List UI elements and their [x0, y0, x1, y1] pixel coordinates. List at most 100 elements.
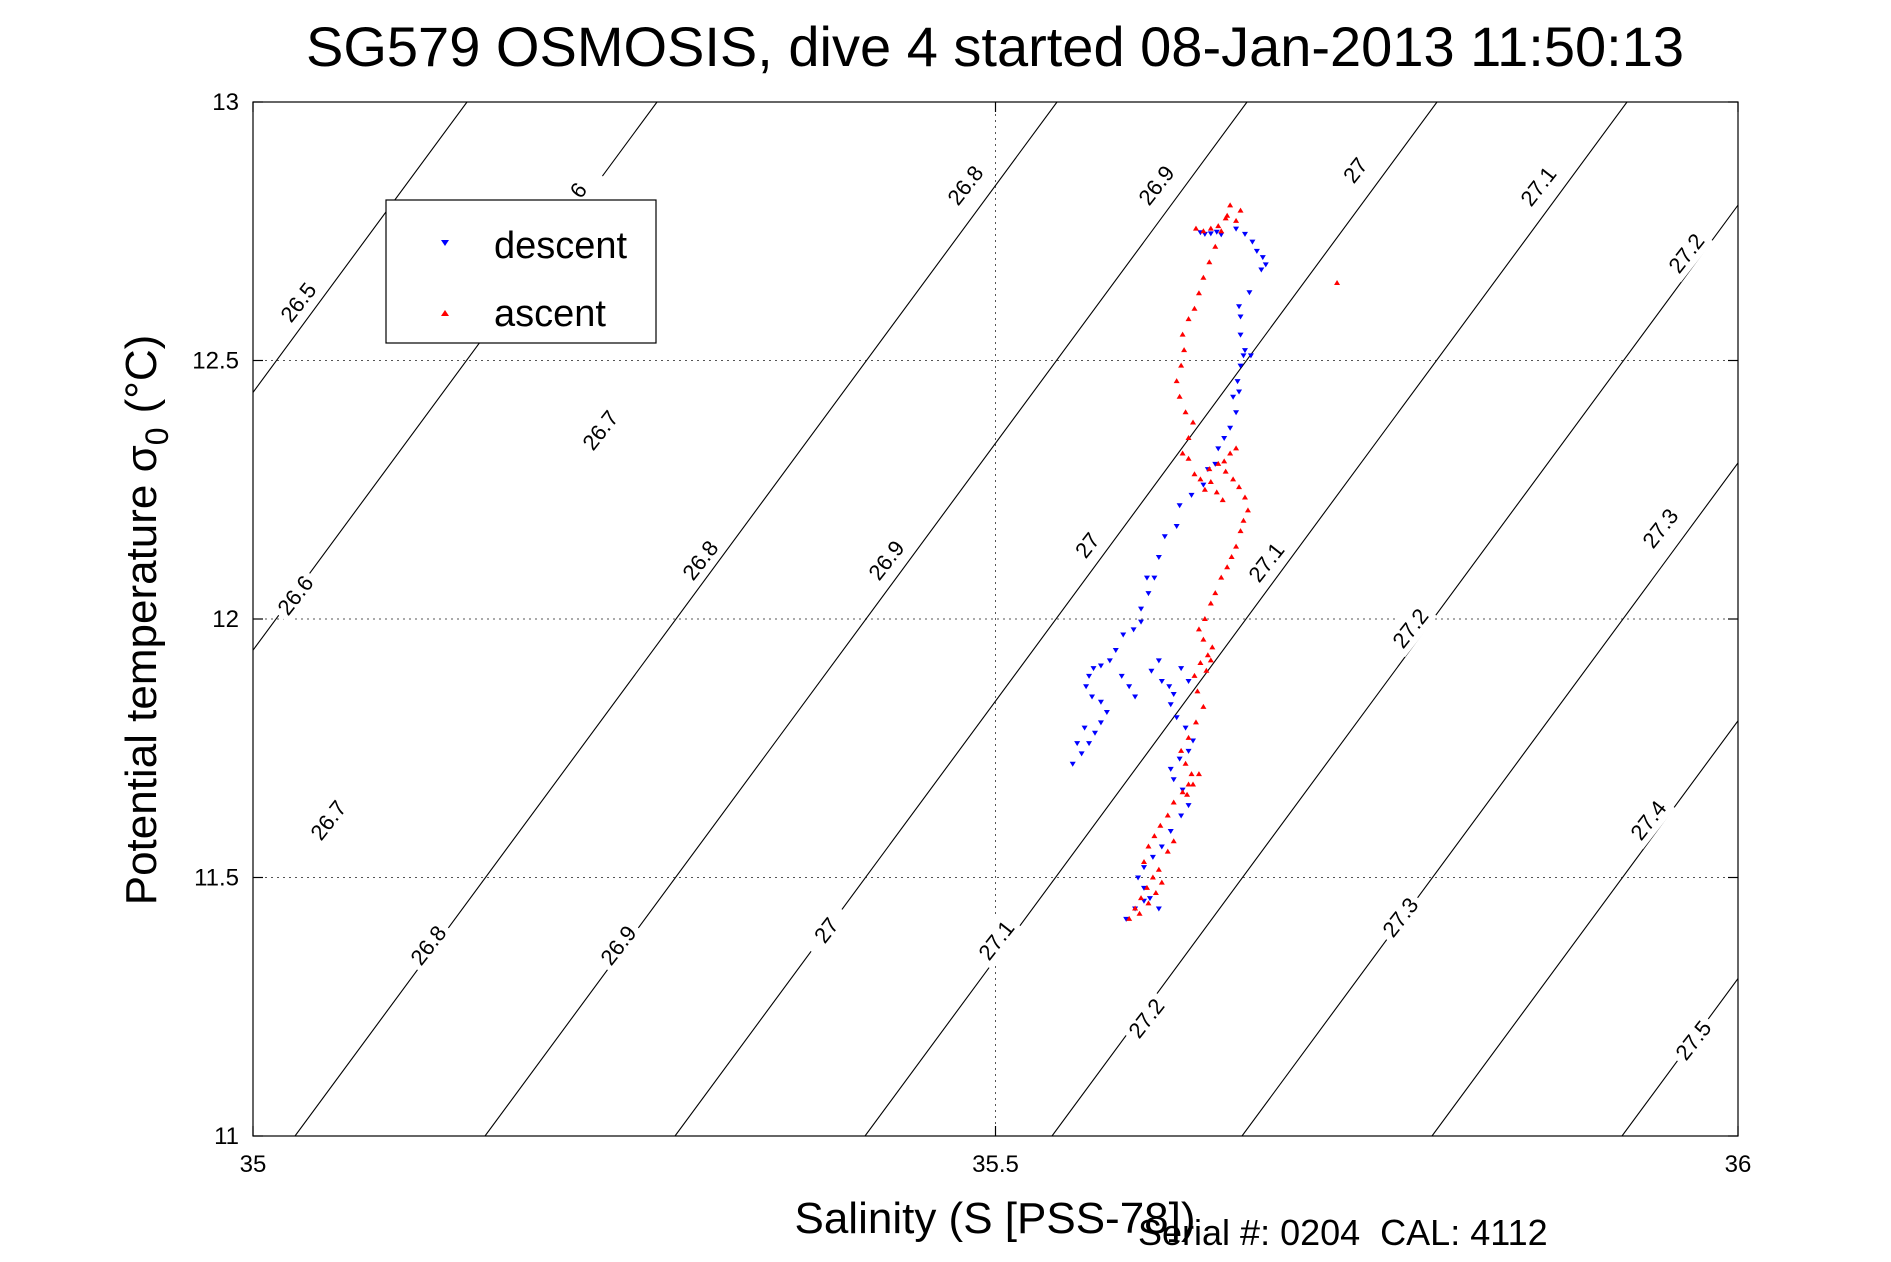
descent-point — [1130, 627, 1137, 633]
descent-point — [1097, 663, 1104, 669]
descent-point — [1118, 673, 1125, 679]
descent-point — [1215, 446, 1222, 452]
y-tick-label: 12.5 — [192, 348, 239, 375]
ascent-point — [1158, 879, 1165, 885]
ascent-point — [1191, 471, 1198, 477]
ascent-point — [1132, 905, 1139, 911]
descent-point — [1069, 761, 1076, 767]
ascent-point — [1213, 489, 1220, 495]
isopycnal-line — [674, 102, 1438, 1136]
isopycnal-label-bg — [1237, 531, 1294, 592]
descent-point — [1241, 231, 1248, 237]
ascent-point — [1185, 435, 1192, 441]
descent-point — [1083, 684, 1090, 690]
ascent-point — [1151, 833, 1158, 839]
ascent-point — [1143, 884, 1150, 890]
descent-point — [1234, 379, 1241, 385]
ascent-point — [1126, 915, 1133, 921]
ascent-point — [1155, 866, 1162, 872]
isopycnal-label-bg — [1619, 789, 1676, 850]
legend-box — [385, 199, 657, 344]
y-axis-label-unit: (°C) — [117, 335, 166, 414]
descent-point — [1213, 229, 1220, 235]
descent-point — [1241, 348, 1248, 354]
descent-point — [1141, 885, 1147, 891]
legend-ascent-marker — [441, 310, 449, 316]
isopycnal-label-bg — [589, 914, 646, 975]
descent-point — [1158, 679, 1165, 685]
descent-point — [1149, 854, 1156, 860]
y-axis-label-subscript: 0 — [139, 427, 175, 445]
ascent-point — [1191, 305, 1198, 311]
descent-point — [1097, 720, 1104, 726]
x-tick-label: 35 — [240, 1151, 267, 1178]
ascent-point — [1207, 478, 1214, 484]
ascent-point — [1334, 279, 1341, 285]
descent-point — [1135, 875, 1142, 881]
ascent-point — [1233, 543, 1240, 549]
descent-point — [1178, 666, 1185, 672]
descent-point — [1227, 425, 1234, 431]
descent-point — [1212, 461, 1219, 467]
isopycnal-line — [1241, 462, 1738, 1136]
ascent-point — [1192, 225, 1199, 231]
isopycnal-label-bg — [936, 154, 993, 215]
y-axis-label-main: Potential temperature σ — [117, 445, 166, 905]
legend-descent-label: descent — [494, 225, 628, 267]
descent-point — [1132, 694, 1139, 700]
descent-point — [1233, 410, 1240, 416]
ascent-point — [1182, 409, 1189, 415]
ascent-point — [1212, 590, 1219, 596]
ascent-point — [1206, 259, 1213, 265]
ascent-point — [1195, 771, 1202, 777]
descent-point — [1126, 684, 1133, 690]
descent-point — [1236, 389, 1243, 395]
ascent-point — [1204, 652, 1211, 658]
legend-ascent-label: ascent — [494, 293, 606, 335]
isopycnal-label-bg — [671, 529, 728, 590]
ascent-point — [1200, 636, 1207, 642]
ascent-point — [1157, 822, 1164, 828]
ascent-point — [1221, 458, 1228, 464]
ascent-point — [1141, 858, 1147, 864]
descent-point — [1249, 239, 1256, 245]
descent-point — [1155, 554, 1162, 560]
ascent-point — [1227, 202, 1234, 208]
ascent-point — [1200, 274, 1207, 280]
descent-point — [1166, 684, 1173, 690]
ascent-point — [1227, 450, 1234, 456]
chart-title: SG579 OSMOSIS, dive 4 started 08-Jan-201… — [306, 15, 1684, 78]
descent-point — [1176, 503, 1183, 509]
ascent-point — [1207, 225, 1214, 231]
ascent-point — [1178, 362, 1185, 368]
axis-ticks: 35 35.5 36 11 11.5 12 12.5 13 — [192, 89, 1751, 1178]
descent-point — [1233, 226, 1240, 232]
ascent-point — [1173, 378, 1180, 384]
descent-point — [1190, 738, 1197, 744]
y-axis-label: Potential temperature σ0 (°C) — [117, 335, 175, 906]
ascent-point — [1207, 657, 1214, 663]
isopycnal-label-bg — [1664, 1009, 1721, 1070]
isopycnal-label-bg — [1326, 139, 1383, 200]
isopycnal-label-bg — [797, 899, 854, 960]
ascent-point — [1149, 874, 1156, 880]
descent-point — [1173, 523, 1180, 529]
ascent-point — [1182, 760, 1189, 766]
isopycnal-label-bg — [269, 271, 326, 332]
grid — [253, 102, 1738, 1136]
ascent-point — [1190, 419, 1197, 425]
isopycnal-label-bg — [857, 529, 914, 590]
descent-point — [1161, 534, 1168, 540]
ascent-point — [1218, 574, 1225, 580]
ascent-point — [1233, 217, 1240, 223]
ascent-point — [1191, 672, 1198, 678]
descent-point — [1138, 619, 1145, 625]
descent-point — [1167, 766, 1174, 772]
ascent-point — [1192, 719, 1199, 725]
descent-point — [1230, 394, 1237, 400]
ascent-point — [1207, 600, 1214, 606]
descent-point — [1176, 756, 1183, 762]
ascent-point — [1179, 789, 1186, 795]
ascent-point — [1200, 228, 1207, 234]
